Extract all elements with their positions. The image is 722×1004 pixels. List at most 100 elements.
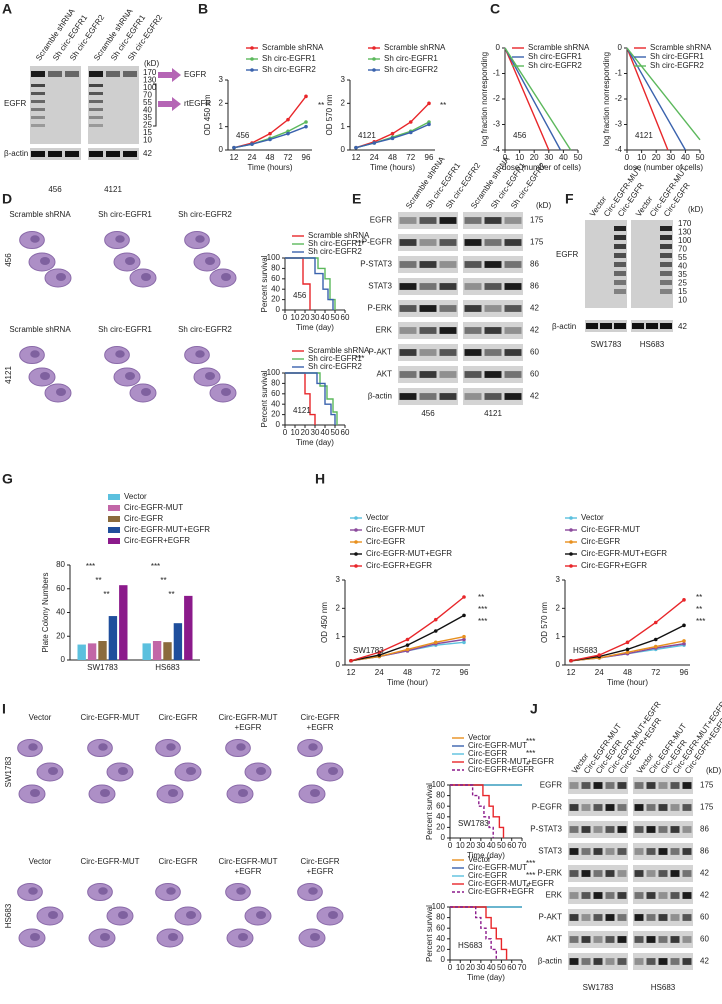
- significance: ***: [696, 617, 705, 626]
- blot-band: [504, 261, 522, 268]
- point: [304, 120, 308, 124]
- x-tick-label: 50: [331, 313, 340, 322]
- y-axis-label: OD 570 nm: [540, 602, 549, 643]
- series-line: [626, 47, 701, 141]
- panel-label: E: [352, 191, 361, 207]
- blot-band: [464, 327, 482, 334]
- y-axis-label: Percent survival: [425, 905, 434, 962]
- blot-band: [464, 371, 482, 378]
- x-tick-label: 10: [291, 428, 300, 437]
- x-tick-label: 30: [666, 153, 675, 162]
- y-axis-label: OD 450 nm: [320, 602, 329, 643]
- blot-band: [89, 116, 103, 119]
- y-tick-label: 0: [341, 145, 346, 154]
- blot-band: [123, 151, 137, 157]
- blot-band: [106, 151, 120, 157]
- blot-background: [398, 344, 458, 361]
- blot-background: [463, 300, 523, 317]
- legend-label: Sh circ-EGFR1: [528, 52, 582, 61]
- blot-band: [484, 393, 502, 400]
- y-tick-label: 0: [219, 145, 224, 154]
- kd-marker: 70: [678, 245, 687, 254]
- blot-band: [614, 271, 626, 276]
- y-tick-label: 1: [336, 632, 341, 641]
- blot-band: [600, 323, 612, 329]
- blot-band: [419, 393, 437, 400]
- legend-label: Circ-EGFR: [468, 749, 507, 758]
- series-line: [504, 47, 562, 151]
- tumor: [205, 372, 215, 380]
- blot-band: [634, 892, 644, 899]
- kd-marker: 10: [143, 136, 152, 145]
- significance: *: [526, 883, 529, 892]
- point: [462, 640, 466, 645]
- tumor: [168, 789, 178, 797]
- blot-band: [581, 892, 591, 899]
- blot-band: [399, 239, 417, 246]
- blot-band: [48, 71, 62, 77]
- blot-band: [646, 892, 656, 899]
- blot-band: [569, 914, 579, 921]
- blot-band: [660, 235, 672, 240]
- x-tick-label: 40: [321, 313, 330, 322]
- blot-band: [634, 870, 644, 877]
- kd-marker: 100: [143, 83, 157, 92]
- point: [433, 617, 438, 622]
- blot-band: [646, 914, 656, 921]
- tumor: [236, 887, 246, 895]
- x-tick-label: 30: [476, 963, 485, 972]
- unit-label: (kD): [706, 766, 721, 775]
- blot-band: [605, 870, 615, 877]
- blot-band: [660, 271, 672, 276]
- legend-swatch: [108, 505, 120, 511]
- kd-marker: 55: [678, 253, 687, 262]
- blot-band: [658, 826, 668, 833]
- significance: ***: [355, 239, 364, 248]
- bar: [77, 644, 86, 660]
- blot-band: [504, 283, 522, 290]
- blot-band: [439, 371, 457, 378]
- blot-background: [88, 66, 139, 144]
- blot-band: [484, 327, 502, 334]
- bar: [108, 616, 118, 660]
- kd-marker: 10: [678, 296, 687, 305]
- kd-marker: 40: [143, 106, 152, 115]
- y-tick-label: -2: [493, 94, 501, 103]
- significance: **: [440, 101, 446, 110]
- blot-band: [504, 349, 522, 356]
- blot-band: [504, 239, 522, 246]
- point: [427, 101, 431, 106]
- point: [377, 650, 382, 655]
- blot-band: [399, 349, 417, 356]
- bar: [163, 642, 172, 660]
- tumor: [28, 743, 38, 751]
- blot-band: [617, 804, 627, 811]
- row-label: AKT: [546, 935, 562, 944]
- blot-band: [646, 826, 656, 833]
- x-tick-label: 10: [456, 963, 465, 972]
- blot-band: [682, 870, 692, 877]
- tumor: [48, 767, 58, 775]
- point: [390, 131, 395, 136]
- tumor: [40, 257, 50, 265]
- x-tick-label: SW1783: [87, 663, 118, 672]
- blot-band: [569, 826, 579, 833]
- legend-label: Circ-EGFR+EGFR: [124, 536, 190, 545]
- blot-band: [569, 848, 579, 855]
- row-label: EGFR: [556, 250, 578, 259]
- blot-band: [439, 349, 457, 356]
- annotation: 4121: [293, 406, 311, 415]
- row-label: EGFR: [370, 216, 392, 225]
- legend-label: Sh circ-EGFR1: [650, 52, 704, 61]
- significance: ***: [86, 562, 95, 571]
- significance: **: [696, 605, 702, 614]
- significance: **: [478, 593, 484, 602]
- point: [408, 120, 413, 124]
- point: [408, 130, 413, 135]
- cell-label: 456: [48, 185, 62, 194]
- point: [597, 653, 602, 657]
- x-tick-label: 30: [311, 313, 320, 322]
- point: [569, 658, 573, 663]
- legend-label: Sh circ-EGFR1: [308, 354, 362, 363]
